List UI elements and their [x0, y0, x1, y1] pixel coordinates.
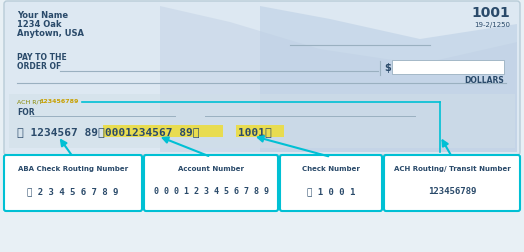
Text: Check Number: Check Number [302, 165, 360, 171]
FancyBboxPatch shape [4, 155, 142, 211]
Text: 0 0 0 1 2 3 4 5 6 7 8 9: 0 0 0 1 2 3 4 5 6 7 8 9 [154, 186, 268, 195]
Polygon shape [160, 7, 517, 152]
FancyBboxPatch shape [236, 125, 284, 137]
Text: ⑨ 1 0 0 1: ⑨ 1 0 0 1 [307, 186, 355, 195]
FancyBboxPatch shape [384, 155, 520, 211]
Text: ⃔ 1234567 89⃕: ⃔ 1234567 89⃕ [17, 127, 105, 137]
FancyBboxPatch shape [103, 125, 223, 137]
FancyBboxPatch shape [9, 94, 515, 148]
Text: Your Name: Your Name [17, 11, 68, 20]
Text: ACH R/T: ACH R/T [17, 99, 45, 104]
FancyBboxPatch shape [392, 61, 504, 75]
Text: ABA Check Routing Number: ABA Check Routing Number [18, 165, 128, 171]
Text: PAY TO THE: PAY TO THE [17, 53, 67, 62]
Text: 0001234567 89⁩: 0001234567 89⁩ [105, 127, 200, 137]
FancyBboxPatch shape [280, 155, 382, 211]
Text: ORDER OF: ORDER OF [17, 62, 61, 71]
Text: DOLLARS: DOLLARS [464, 76, 504, 85]
Text: ACH Routing/ Transit Number: ACH Routing/ Transit Number [394, 165, 510, 171]
Text: 123456789: 123456789 [39, 99, 79, 104]
Polygon shape [260, 7, 517, 152]
Text: Account Number: Account Number [178, 165, 244, 171]
Text: ⑨ 2 3 4 5 6 7 8 9: ⑨ 2 3 4 5 6 7 8 9 [27, 186, 119, 195]
Text: 123456789: 123456789 [428, 186, 476, 195]
Text: FOR: FOR [17, 108, 35, 116]
Text: Anytown, USA: Anytown, USA [17, 29, 84, 38]
FancyBboxPatch shape [144, 155, 278, 211]
Text: 19-2/1250: 19-2/1250 [474, 22, 510, 28]
Text: $: $ [384, 63, 391, 73]
Text: 1001⁩: 1001⁩ [238, 127, 272, 137]
FancyBboxPatch shape [4, 2, 520, 155]
Text: 1234 Oak: 1234 Oak [17, 20, 61, 29]
Text: 1001: 1001 [471, 6, 510, 20]
